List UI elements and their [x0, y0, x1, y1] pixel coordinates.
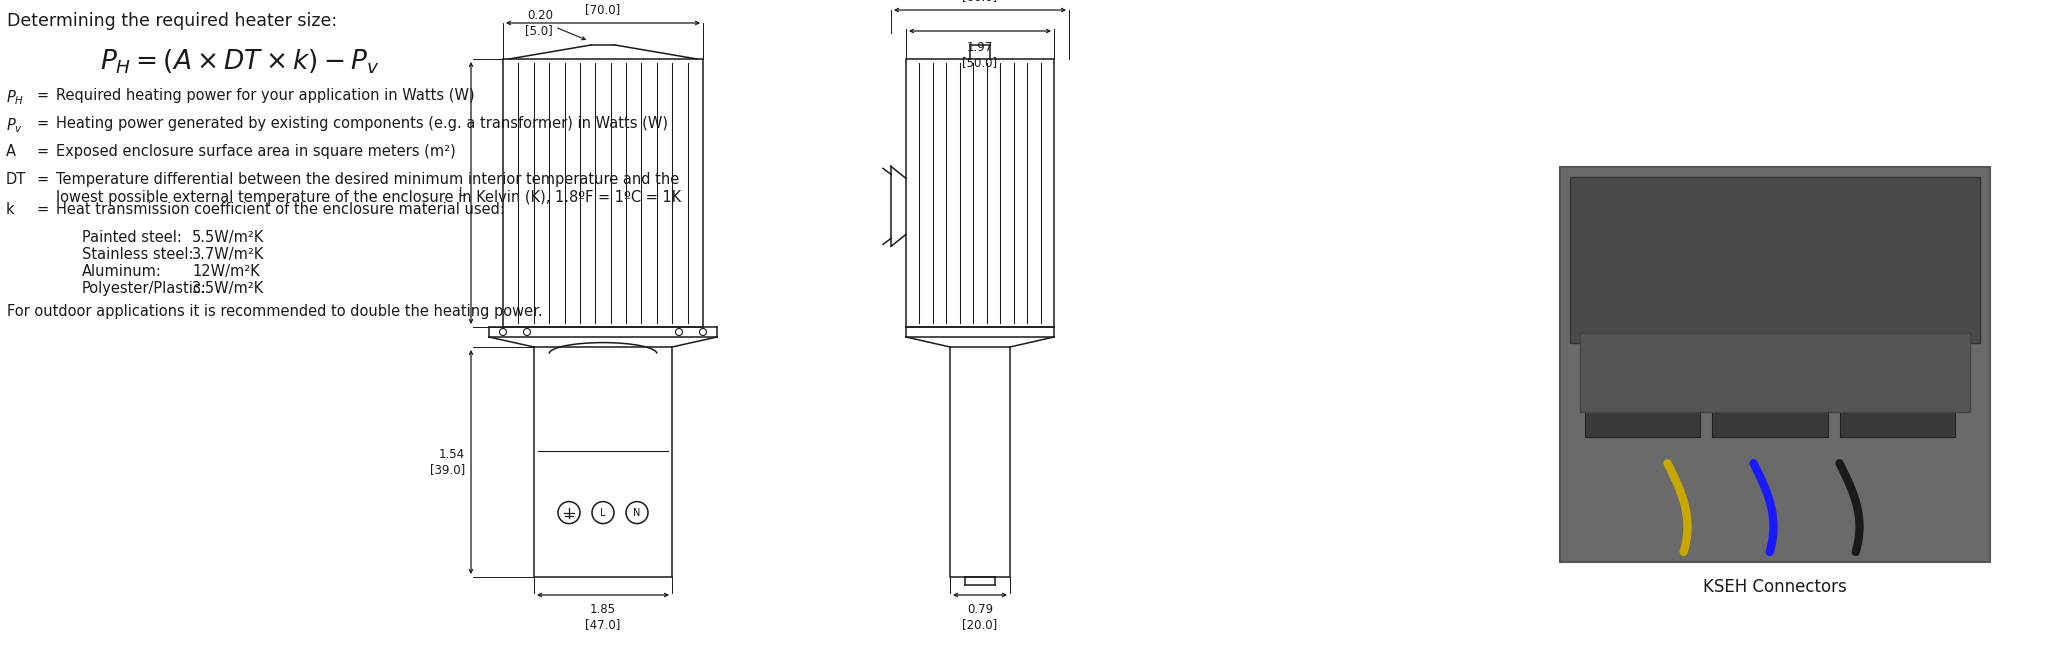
Text: =: =	[37, 172, 47, 187]
Text: N: N	[633, 508, 641, 518]
Text: 12W/m²K: 12W/m²K	[193, 264, 260, 279]
Bar	[950, 347, 1010, 577]
Bar	[535, 347, 672, 577]
Text: $P_H$: $P_H$	[6, 88, 25, 106]
Text: =: =	[37, 144, 47, 159]
Text: =: =	[37, 88, 47, 103]
Text: $P_H = ( A \times DT \times k) - P_v$: $P_H = ( A \times DT \times k) - P_v$	[100, 48, 379, 76]
Text: 0.79
[20.0]: 0.79 [20.0]	[963, 603, 997, 631]
Bar	[504, 59, 702, 327]
Bar	[1839, 338, 1956, 438]
Text: For outdoor applications it is recommended to double the heating power.: For outdoor applications it is recommend…	[6, 304, 543, 319]
Text: k: k	[6, 202, 14, 217]
Text: KSEH Connectors: KSEH Connectors	[1704, 578, 1847, 596]
Text: Heat transmission coefficient of the enclosure material used:: Heat transmission coefficient of the enc…	[55, 202, 506, 217]
Bar	[1561, 167, 1991, 562]
Text: $P_v$: $P_v$	[6, 116, 23, 135]
Text: 2.76
[70.0]: 2.76 [70.0]	[586, 0, 621, 16]
Text: =: =	[37, 116, 47, 131]
Text: Determining the required heater size:: Determining the required heater size:	[6, 12, 338, 30]
Text: Temperature differential between the desired minimum interior temperature and th: Temperature differential between the des…	[55, 172, 680, 187]
Text: 1.85
[47.0]: 1.85 [47.0]	[586, 603, 621, 631]
Text: DT: DT	[6, 172, 27, 187]
Text: Heating power generated by existing components (e.g. a transformer) in Watts (W): Heating power generated by existing comp…	[55, 116, 668, 131]
Text: lowest possible external temperature of the enclosure in Kelvin (K), 1.8ºF = 1ºC: lowest possible external temperature of …	[55, 190, 682, 205]
Bar	[905, 59, 1055, 327]
Text: Polyester/Plastic:: Polyester/Plastic:	[82, 281, 207, 296]
Text: L: L	[459, 187, 465, 200]
Text: Aluminum:: Aluminum:	[82, 264, 162, 279]
Bar	[1712, 338, 1827, 438]
Text: 3.7W/m²K: 3.7W/m²K	[193, 247, 264, 262]
Text: Stainless steel:: Stainless steel:	[82, 247, 193, 262]
Bar	[1571, 177, 1980, 343]
Text: 1.54
[39.0]: 1.54 [39.0]	[430, 448, 465, 476]
Text: Exposed enclosure surface area in square meters (m²): Exposed enclosure surface area in square…	[55, 144, 457, 159]
Text: 0.20
[5.0]: 0.20 [5.0]	[524, 9, 553, 37]
Text: 5.5W/m²K: 5.5W/m²K	[193, 230, 264, 245]
Text: 2.36
[60.0]: 2.36 [60.0]	[963, 0, 997, 3]
Text: =: =	[37, 202, 47, 217]
Text: 1.97
[50.0]: 1.97 [50.0]	[963, 41, 997, 69]
Text: Required heating power for your application in Watts (W): Required heating power for your applicat…	[55, 88, 475, 103]
Bar	[1585, 338, 1700, 438]
Bar	[1579, 333, 1970, 412]
Text: Painted steel:: Painted steel:	[82, 230, 182, 245]
Text: 3.5W/m²K: 3.5W/m²K	[193, 281, 264, 296]
Text: L: L	[600, 508, 606, 518]
Text: A: A	[6, 144, 16, 159]
